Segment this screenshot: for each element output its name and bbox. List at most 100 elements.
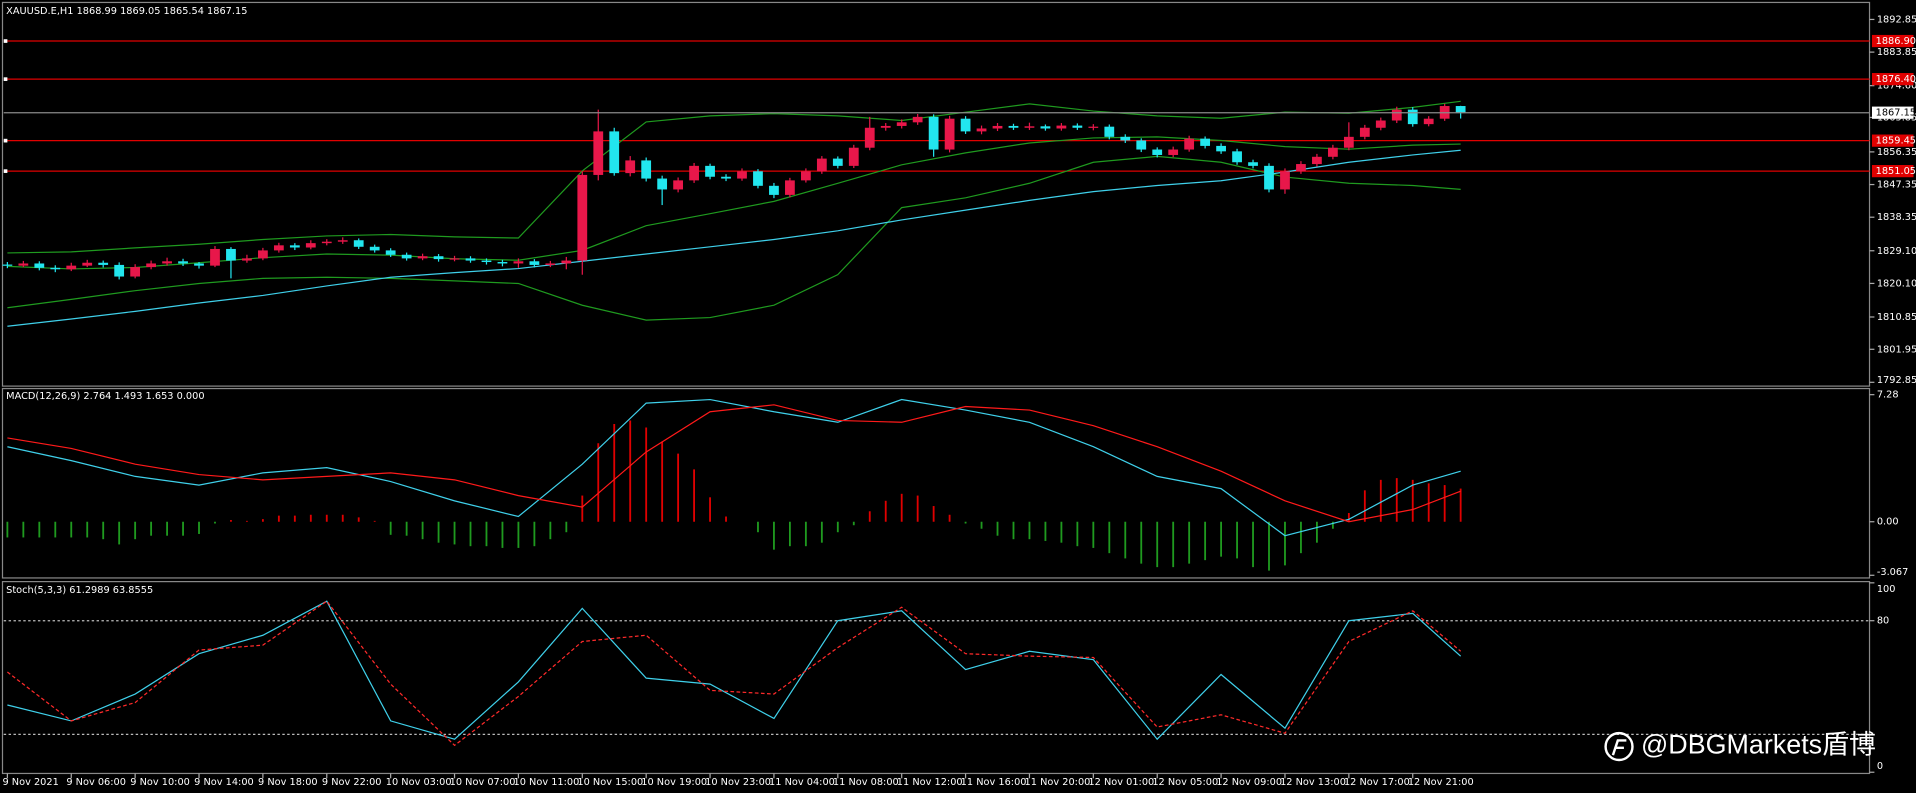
- y-tick-label: 1838.35: [1877, 212, 1916, 223]
- y-tick-label: 7.28: [1877, 390, 1899, 401]
- indicator-line: [7, 149, 1461, 327]
- x-tick-label: 9 Nov 10:00: [130, 777, 190, 788]
- indicator-line: [7, 155, 1461, 321]
- price-label: 1867.15: [1876, 108, 1916, 119]
- candle-body: [928, 116, 939, 150]
- x-tick-label: 12 Nov 09:00: [1216, 777, 1282, 788]
- y-tick-label: 1847.35: [1877, 180, 1916, 191]
- candle-body: [146, 263, 156, 268]
- x-tick-label: 10 Nov 11:00: [514, 777, 580, 788]
- candle-body: [992, 125, 1003, 129]
- level-label-box: [1871, 73, 1914, 86]
- candle-body: [912, 116, 923, 123]
- y-tick-label: 1829.10: [1877, 246, 1916, 257]
- candle-body: [2, 264, 13, 266]
- y-tick-label: 1856.35: [1877, 147, 1916, 158]
- candle-body: [385, 250, 396, 255]
- price-label-box: [1871, 106, 1914, 119]
- x-tick-label: 9 Nov 18:00: [258, 777, 318, 788]
- x-tick-label: 9 Nov 22:00: [322, 777, 382, 788]
- candle-body: [178, 261, 188, 264]
- candle-body: [1184, 138, 1195, 150]
- candle-body: [689, 165, 699, 181]
- level-handle: [3, 169, 8, 173]
- x-tick-label: 11 Nov 20:00: [1025, 777, 1091, 788]
- candle-body: [210, 248, 220, 266]
- candle-body: [1120, 136, 1131, 141]
- candle-body: [976, 128, 987, 132]
- candle-body: [1343, 136, 1354, 148]
- candle-body: [258, 250, 268, 259]
- candle-body: [657, 178, 668, 190]
- y-tick-label: 80: [1877, 616, 1889, 627]
- y-tick-label: 1892.85: [1877, 14, 1916, 25]
- candle-body: [497, 262, 508, 264]
- x-tick-label: 11 Nov 12:00: [897, 777, 963, 788]
- x-tick-label: 11 Nov 16:00: [961, 777, 1027, 788]
- x-tick-label: 11 Nov 08:00: [833, 777, 899, 788]
- x-tick-label: 11 Nov 04:00: [769, 777, 835, 788]
- candle-body: [1232, 151, 1242, 163]
- candle-body: [465, 258, 476, 261]
- x-tick-label: 9 Nov 2021: [2, 777, 58, 788]
- y-tick-label: 1883.85: [1877, 47, 1916, 58]
- macd-panel-border: [1, 387, 1871, 579]
- level-handle: [3, 77, 8, 81]
- candle-body: [353, 240, 364, 247]
- candle-body: [561, 260, 572, 264]
- candle-body: [737, 171, 747, 179]
- candle-body: [1136, 140, 1147, 150]
- candle-body: [545, 263, 556, 265]
- candle-body: [673, 180, 684, 190]
- candle-body: [1072, 125, 1083, 128]
- candle-body: [130, 267, 141, 277]
- y-tick-label: 1874.60: [1877, 81, 1916, 92]
- candle-body: [18, 263, 29, 266]
- x-tick-label: 9 Nov 06:00: [66, 777, 126, 788]
- candle-body: [1008, 125, 1019, 128]
- candle-body: [944, 118, 955, 150]
- candle-body: [1312, 156, 1322, 165]
- x-tick-label: 12 Nov 05:00: [1152, 777, 1218, 788]
- candle-body: [273, 245, 284, 251]
- candle-body: [50, 267, 61, 270]
- candle-body: [1391, 109, 1402, 121]
- level-label: 1859.45: [1876, 136, 1916, 147]
- y-tick-label: -3.067: [1877, 567, 1908, 578]
- candle-body: [769, 185, 779, 195]
- indicator-line: [7, 600, 1462, 741]
- candle-body: [289, 245, 300, 248]
- x-tick-label: 10 Nov 03:00: [386, 777, 452, 788]
- candle-body: [1056, 125, 1067, 129]
- panel-title: XAUUSD.E,H1 1868.99 1869.05 1865.54 1867…: [6, 6, 247, 17]
- level-label-box: [1871, 134, 1914, 147]
- y-tick-label: 1801.95: [1877, 344, 1916, 355]
- candle-body: [721, 176, 731, 179]
- candle-body: [1359, 127, 1370, 137]
- candle-body: [34, 263, 45, 268]
- level-label-box: [1871, 165, 1914, 178]
- candle-body: [800, 171, 811, 181]
- indicator-line: [7, 136, 1461, 270]
- x-tick-label: 12 Nov 13:00: [1280, 777, 1346, 788]
- candle-body: [1040, 126, 1051, 129]
- candle-body: [1104, 126, 1115, 137]
- x-tick-label: 12 Nov 21:00: [1408, 777, 1474, 788]
- indicator-line: [7, 404, 1461, 523]
- candle-body: [1264, 165, 1274, 190]
- x-tick-label: 10 Nov 23:00: [705, 777, 771, 788]
- candle-body: [785, 180, 795, 195]
- candle-body: [1168, 149, 1179, 155]
- candle-body: [1296, 164, 1306, 172]
- x-tick-label: 10 Nov 07:00: [450, 777, 516, 788]
- candle-body: [1455, 106, 1466, 113]
- panel-title: MACD(12,26,9) 2.764 1.493 1.653 0.000: [6, 391, 204, 402]
- candle-body: [1216, 145, 1226, 152]
- candle-body: [1200, 138, 1211, 146]
- candle-body: [1280, 171, 1290, 190]
- x-tick-label: 12 Nov 17:00: [1344, 777, 1410, 788]
- candle-body: [513, 261, 524, 264]
- y-tick-label: 0: [1877, 761, 1883, 772]
- x-tick-label: 12 Nov 01:00: [1088, 777, 1154, 788]
